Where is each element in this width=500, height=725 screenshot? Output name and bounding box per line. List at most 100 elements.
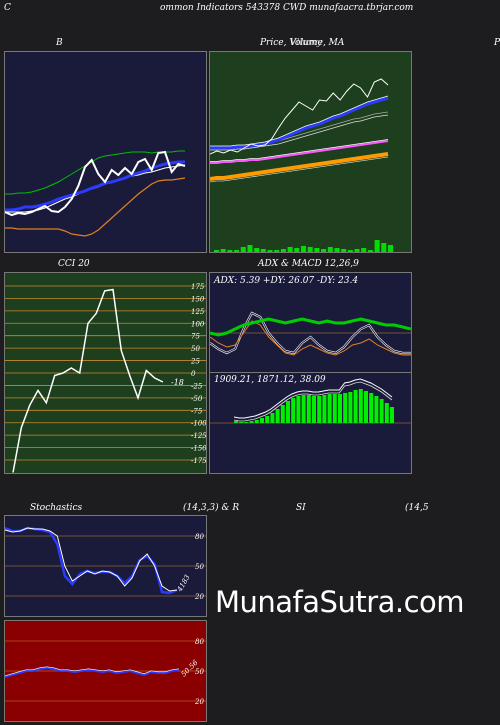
watermark: MunafaSutra.com xyxy=(215,585,465,619)
macd-hist-bar xyxy=(286,401,290,423)
macd-hist-bar xyxy=(234,421,238,423)
stoch-title-right: (14,3,3) & R xyxy=(183,503,240,513)
ma-20-edge-line xyxy=(210,95,389,147)
macd-line xyxy=(233,378,393,419)
macd-hist-bar xyxy=(265,416,270,423)
cci-tick-label: -175 xyxy=(191,457,206,465)
macd-hist-bar xyxy=(379,399,384,423)
volume-bar xyxy=(327,247,333,252)
stoch-tick-label: 50 xyxy=(195,563,204,571)
adx-mdi-inner-line xyxy=(209,312,411,354)
volume-bar xyxy=(374,240,380,252)
macd-hist-bar xyxy=(280,405,285,423)
macd-hist-bar xyxy=(291,398,296,423)
bb-lower-line xyxy=(5,177,186,237)
macd-values: 1909.21, 1871.12, 38.09 xyxy=(214,375,326,385)
macd-hist-bar xyxy=(338,394,342,423)
price-title: Price, Volume, MA xyxy=(260,38,345,48)
volume-bar xyxy=(267,250,273,252)
cci-tick-label: -25 xyxy=(191,382,203,390)
bb-ma-line xyxy=(5,160,185,212)
cci-tick-label: -100 xyxy=(191,420,206,428)
macd-hist-bar xyxy=(275,409,280,423)
macd-hist-bar xyxy=(317,396,322,423)
adx-pdi-line xyxy=(209,320,411,356)
cci-tick-label: 50 xyxy=(191,345,200,353)
volume-bar xyxy=(227,250,233,252)
cci-tick-label: -150 xyxy=(191,445,206,453)
rsi-title-left: SI xyxy=(296,503,306,513)
macd-hist-bar xyxy=(369,393,374,423)
macd-hist-bar xyxy=(353,390,358,423)
macd-hist-bar xyxy=(358,389,363,423)
macd-hist-bar xyxy=(384,403,389,423)
price-panel xyxy=(209,51,412,253)
volume-bar xyxy=(381,243,387,252)
bollinger-panel xyxy=(4,51,207,253)
volume-bar xyxy=(307,247,313,252)
macd-hist-bar xyxy=(270,413,275,423)
left-edge-letter: C xyxy=(4,3,11,13)
page-title: ommon Indicators 543378 CWD munafaacra.t… xyxy=(160,3,414,13)
ma-200-edge-line xyxy=(209,156,389,183)
ma-50-line xyxy=(210,114,389,151)
macd-chart xyxy=(210,378,411,424)
price-chart xyxy=(209,78,393,252)
macd-hist-bar xyxy=(374,396,379,423)
bollinger-chart xyxy=(4,150,186,237)
ma-100-line xyxy=(210,140,389,164)
macd-hist-bar xyxy=(306,395,311,423)
volume-bar xyxy=(280,249,286,252)
volume-bar xyxy=(254,248,260,252)
stoch-last-label: 4183 xyxy=(175,573,192,594)
macd-hist-bar xyxy=(390,407,394,423)
right-edge-letter: P xyxy=(494,38,500,48)
stoch-tick-label: 20 xyxy=(194,593,204,601)
bb-price-line xyxy=(4,150,186,217)
adx-values: ADX: 5.39 +DY: 26.07 -DY: 23.4 xyxy=(214,276,359,286)
volume-bar xyxy=(367,250,373,252)
macd-panel: 1909.21, 1871.12, 38.09 xyxy=(209,372,412,474)
volume-bar xyxy=(361,248,367,252)
volume-bar xyxy=(260,249,266,252)
volume-bar xyxy=(247,245,253,252)
ma-200-line xyxy=(209,152,389,181)
volume-bar xyxy=(274,250,280,252)
cci-tick-label: 125 xyxy=(191,308,205,316)
stoch-title-left: Stochastics xyxy=(30,503,83,513)
macd-hist-bar xyxy=(348,392,353,423)
cci-tick-label: 150 xyxy=(191,295,205,303)
volume-bar xyxy=(301,246,306,252)
macd-hist-bar xyxy=(301,395,306,423)
cci-tick-label: 25 xyxy=(190,358,200,366)
stoch-d-line xyxy=(4,527,178,592)
price-overlay-text: Vllumy xyxy=(290,38,322,48)
rsi-tick-label: 50 xyxy=(195,668,204,676)
volume-bar xyxy=(347,250,353,252)
cci-tick-label: 100 xyxy=(191,320,205,328)
bb-upper-line xyxy=(5,150,185,195)
rsi-line xyxy=(4,666,180,678)
rsi-panel: 80 50 20 50.56 xyxy=(4,620,207,722)
volume-bar xyxy=(354,249,360,252)
macd-hist-bar xyxy=(244,422,249,423)
bollinger-title: B xyxy=(56,38,63,48)
rsi-edge-line xyxy=(4,666,180,677)
macd-hist-bar xyxy=(327,394,332,423)
adx-line xyxy=(209,317,412,337)
stoch-tick-label: 80 xyxy=(195,533,204,541)
macd-hist-bar xyxy=(296,396,301,423)
cci-line xyxy=(12,288,164,473)
macd-hist-bar xyxy=(364,391,368,423)
volume-bar xyxy=(341,249,347,252)
macd-signal-line xyxy=(233,381,393,422)
volume-bar xyxy=(240,247,246,252)
cci-tick-label: -75 xyxy=(191,407,203,415)
adx-chart xyxy=(209,311,412,356)
cci-panel: 175 150 125 100 75 50 25 0 -25 -50 -75 -100 -125 -150… xyxy=(4,272,207,474)
cci-title: CCI 20 xyxy=(58,259,90,269)
ma-20-line xyxy=(210,96,389,150)
macd-hist-bar xyxy=(249,421,254,423)
rsi-tick-label: 20 xyxy=(194,698,204,706)
